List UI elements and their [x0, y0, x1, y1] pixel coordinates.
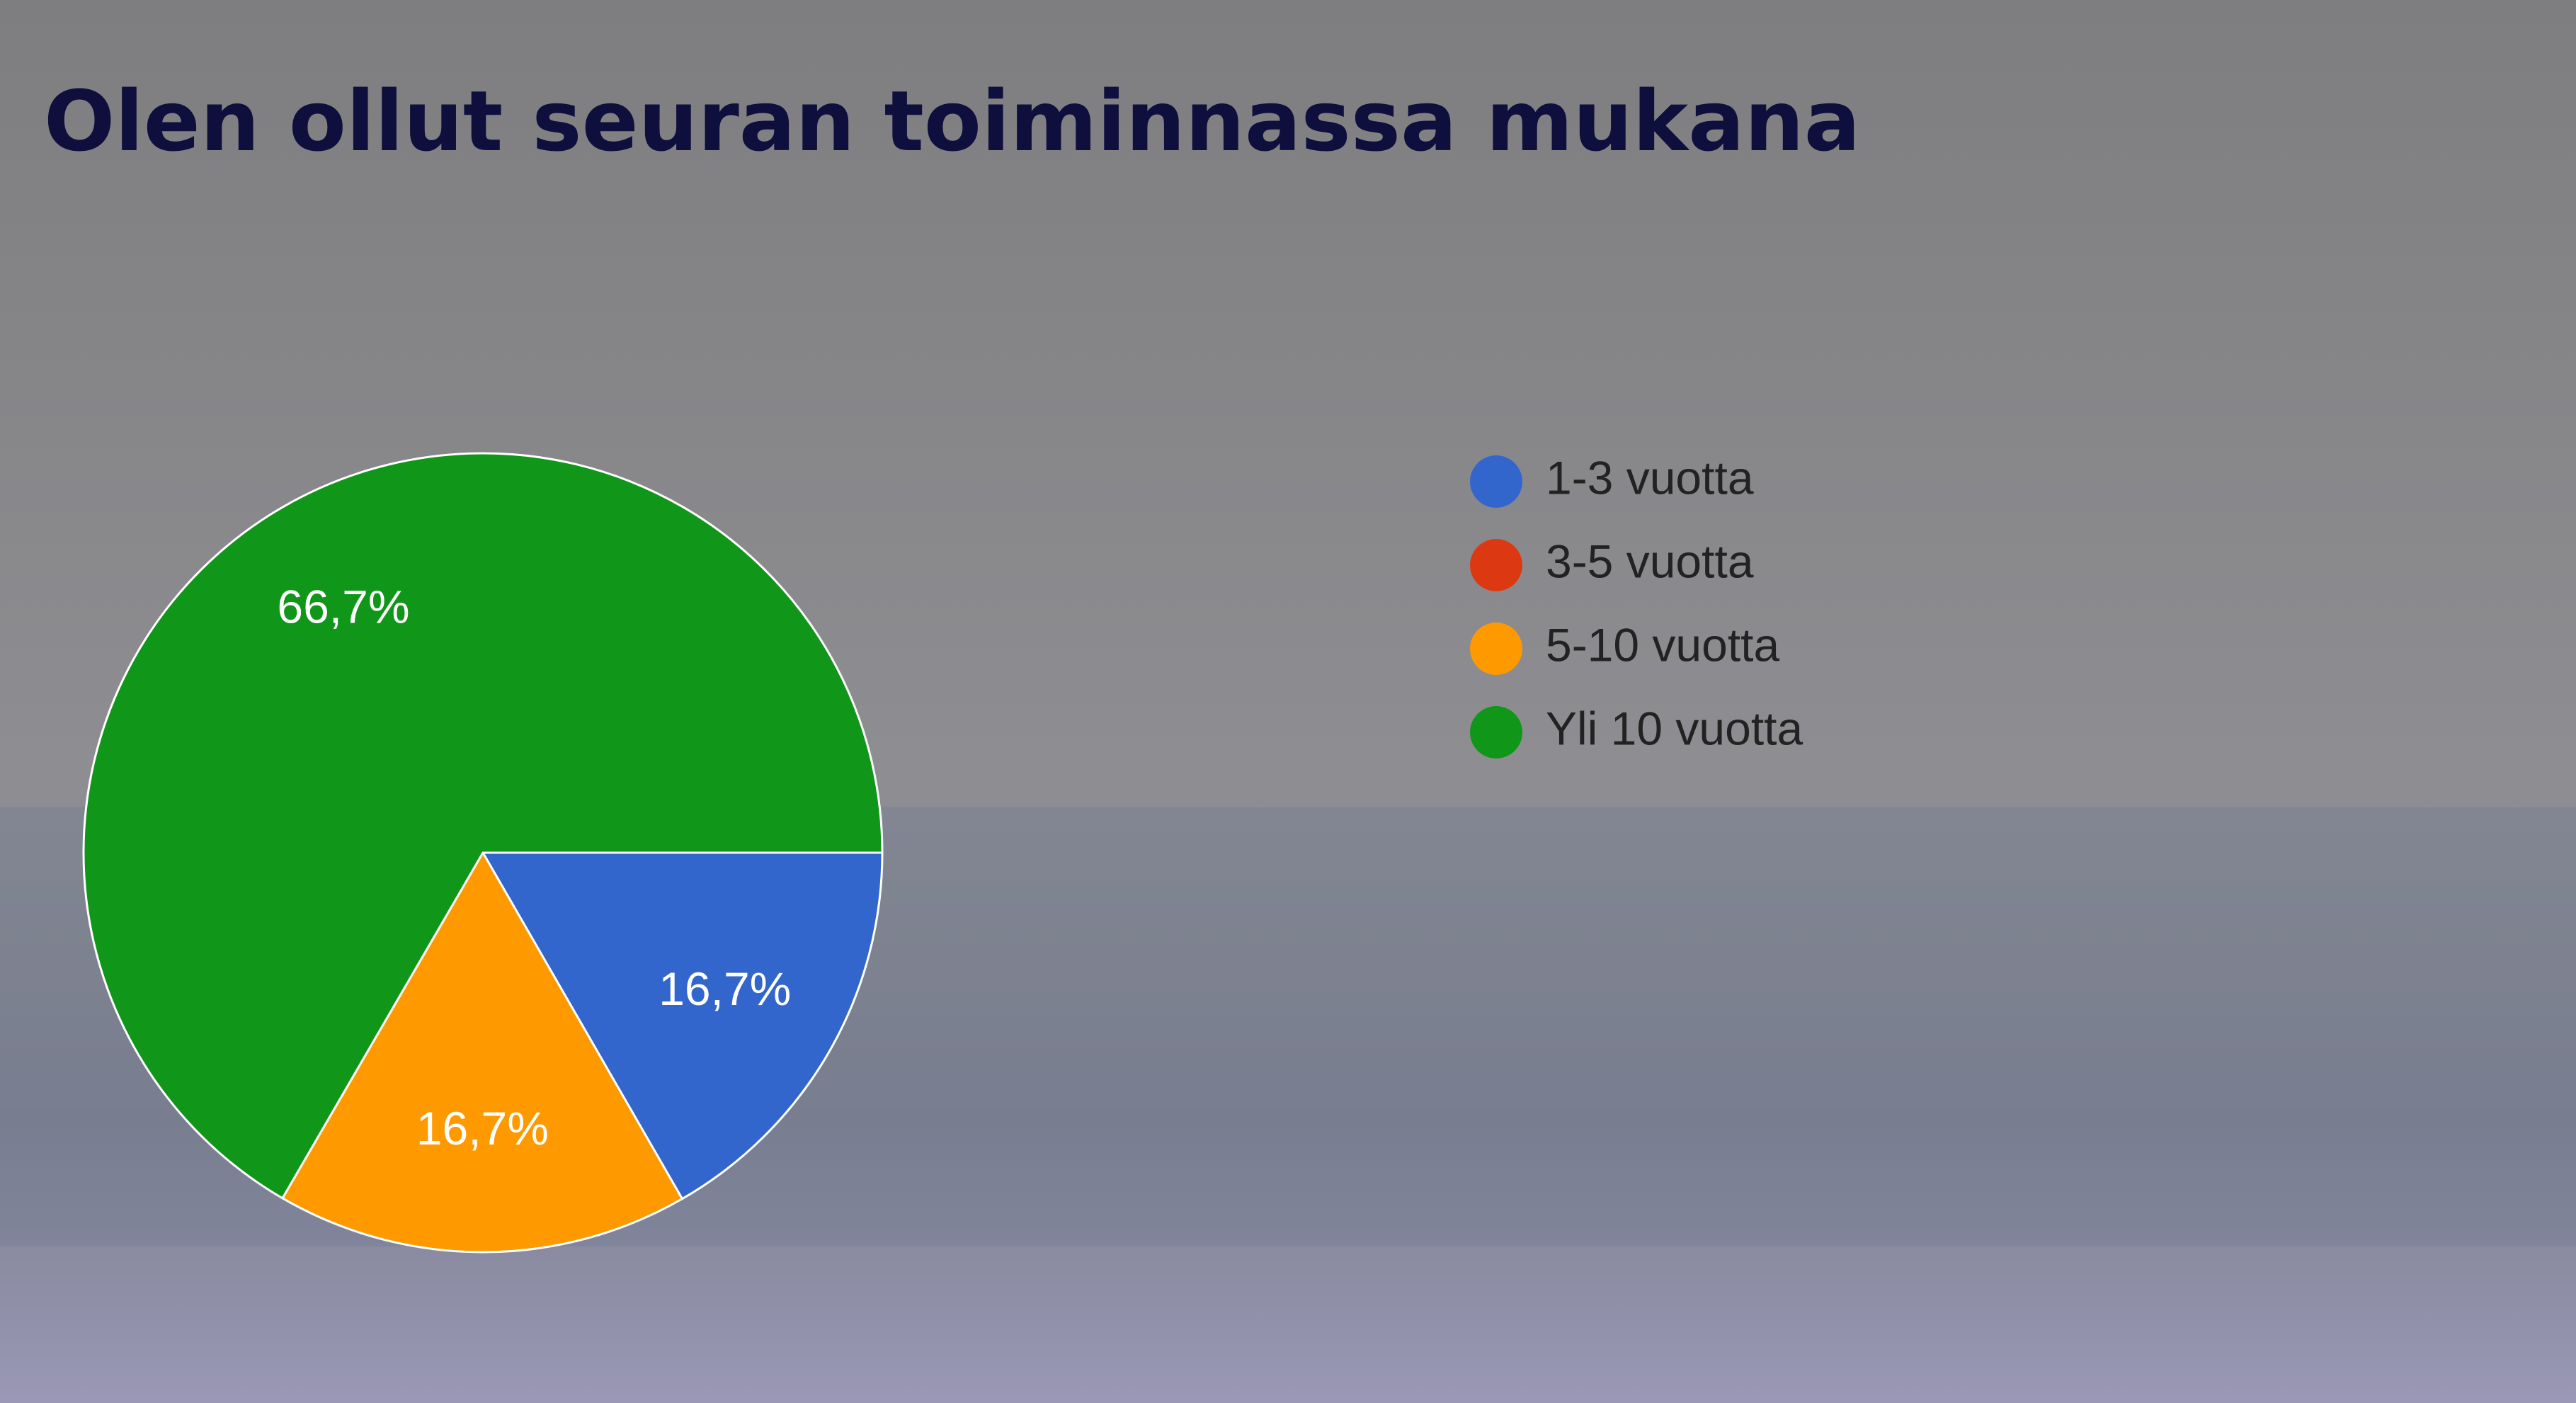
data-label: 16,7%: [416, 1102, 549, 1154]
data-label: 16,7%: [659, 962, 791, 1015]
legend-label: 3-5 vuotta: [1546, 535, 1754, 587]
legend-label: Yli 10 vuotta: [1546, 702, 1803, 754]
pie-slice: [481, 851, 884, 1200]
legend-swatch: [1470, 539, 1522, 591]
legend-label: 5-10 vuotta: [1546, 618, 1780, 671]
legend-swatch: [1470, 706, 1522, 759]
chart-title: Olen ollut seuran toiminnassa mukana: [44, 72, 1860, 170]
legend-swatch: [1470, 623, 1522, 675]
legend-swatch: [1470, 455, 1522, 508]
data-label: 66,7%: [277, 580, 409, 632]
pie-slice: [82, 452, 884, 1200]
pie-slice: [280, 851, 684, 1254]
legend-label: 1-3 vuotta: [1546, 451, 1754, 504]
